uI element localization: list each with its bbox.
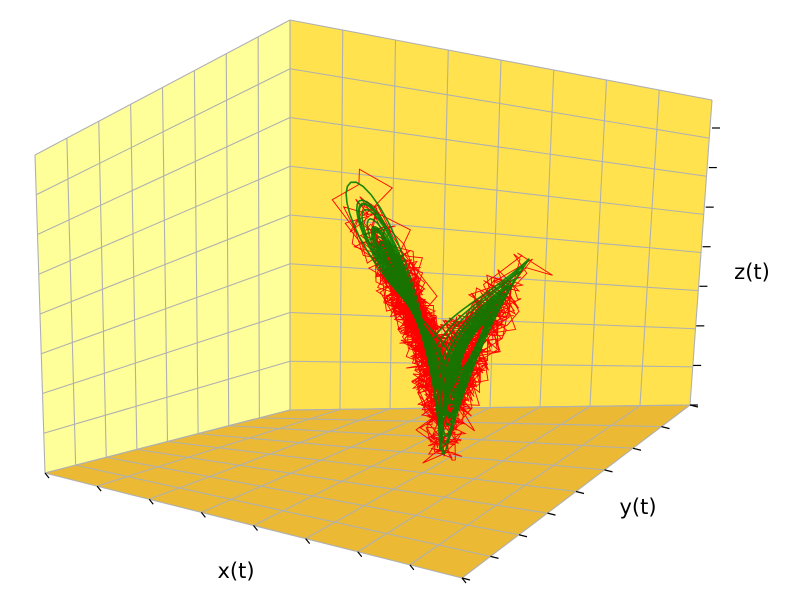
x-axis-tick bbox=[148, 498, 154, 505]
back-wall-grid-line bbox=[639, 89, 660, 406]
back-wall-grid-line bbox=[539, 69, 555, 407]
y-axis-tick bbox=[575, 490, 585, 495]
x-axis-tick bbox=[200, 512, 206, 518]
x-axis-tick bbox=[409, 564, 415, 571]
y-axis-tick bbox=[461, 577, 471, 581]
y-axis-tick bbox=[490, 555, 499, 559]
y-axis-tick bbox=[547, 512, 556, 516]
z-axis-label: z(t) bbox=[734, 260, 770, 284]
x-axis-tick bbox=[357, 551, 363, 558]
y-axis-tick bbox=[604, 469, 613, 473]
axis-ticks bbox=[44, 127, 720, 584]
x-axis-tick bbox=[96, 485, 102, 492]
back-wall-grid-line bbox=[589, 79, 608, 407]
left-wall-grid-line bbox=[257, 36, 260, 418]
y-axis-tick bbox=[632, 447, 642, 451]
back-wall-grid-line bbox=[289, 19, 713, 101]
back-wall-grid-line bbox=[289, 116, 707, 177]
left-wall-grid-line bbox=[37, 117, 291, 235]
left-wall-grid-line bbox=[193, 70, 199, 434]
floor-grid-line bbox=[198, 433, 605, 471]
trajectory-plot bbox=[331, 168, 553, 464]
back-wall-grid-line bbox=[689, 99, 713, 406]
x-axis-tick bbox=[461, 577, 467, 584]
floor-grid-line bbox=[357, 405, 591, 553]
y-axis-tick bbox=[661, 426, 670, 430]
y-axis-label: y(t) bbox=[619, 495, 656, 519]
floor-grid-line bbox=[305, 406, 541, 540]
left-wall-grid-line bbox=[38, 165, 291, 275]
x-axis-label: x(t) bbox=[217, 559, 254, 583]
left-wall-grid-line bbox=[39, 214, 291, 315]
left-wall-grid-line bbox=[34, 19, 291, 156]
left-wall-grid-line bbox=[36, 68, 291, 196]
x-axis-tick bbox=[253, 525, 258, 531]
floor-pane bbox=[45, 405, 690, 578]
x-axis-tick bbox=[44, 472, 50, 479]
back-wall-grid-line bbox=[289, 68, 710, 139]
floor-grid-line bbox=[167, 440, 577, 493]
smooth-trajectory-line bbox=[345, 181, 530, 456]
left-wall-grid-line bbox=[225, 53, 230, 426]
y-axis-tick bbox=[518, 534, 528, 538]
x-axis-tick bbox=[305, 538, 311, 544]
floor-grid-line bbox=[409, 405, 641, 566]
